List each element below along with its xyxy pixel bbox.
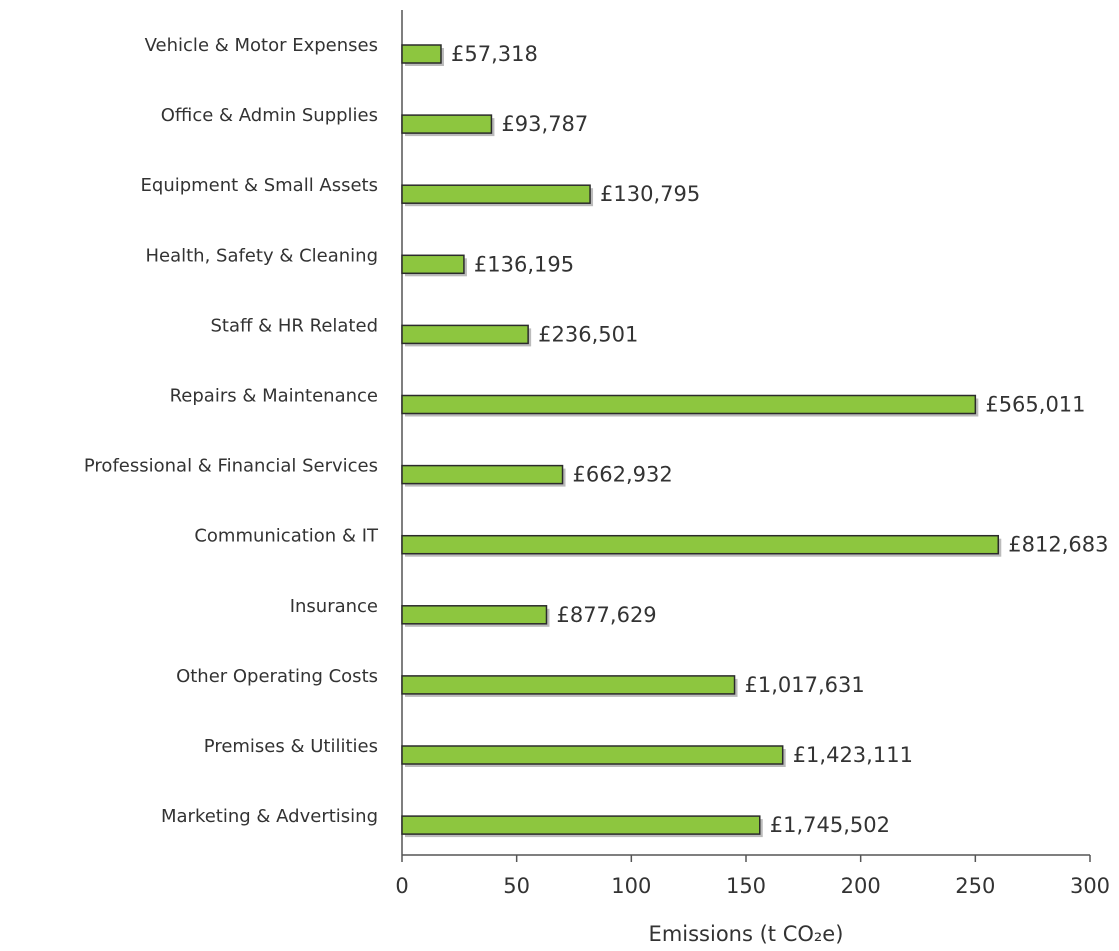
bar [401, 114, 493, 134]
data-label: £565,011 [985, 393, 1085, 417]
data-label: £877,629 [556, 603, 656, 627]
y-tick-label: Repairs & Maintenance [170, 386, 378, 407]
x-tick-label: 200 [841, 874, 881, 898]
data-label: £93,787 [501, 112, 588, 136]
data-label: £1,423,111 [793, 743, 913, 767]
data-label: £57,318 [451, 42, 538, 66]
y-tick-label: Office & Admin Supplies [161, 105, 378, 126]
bar [401, 184, 591, 204]
y-tick-label: Marketing & Advertising [161, 806, 378, 827]
x-tick-label: 100 [611, 874, 651, 898]
bar [401, 464, 564, 485]
y-tick-label: Vehicle & Motor Expenses [145, 35, 378, 56]
x-tick-label: 0 [395, 874, 408, 898]
data-label: £130,795 [600, 182, 700, 206]
x-tick-label: 150 [726, 874, 766, 898]
y-tick-label: Communication & IT [194, 526, 379, 547]
data-label: £662,932 [573, 463, 673, 487]
data-label: £1,017,631 [745, 673, 865, 697]
y-tick-label: Insurance [290, 596, 378, 617]
bar [401, 394, 977, 415]
data-label: £812,683 [1008, 533, 1108, 557]
y-tick-label: Equipment & Small Assets [141, 175, 378, 196]
data-label: £1,745,502 [770, 813, 890, 837]
data-label: £136,195 [474, 252, 574, 276]
x-tick-label: 250 [955, 874, 995, 898]
bar [401, 675, 736, 695]
bar [401, 44, 442, 64]
x-tick-label: 300 [1070, 874, 1110, 898]
x-tick-label: 50 [503, 874, 530, 898]
bar [401, 815, 761, 835]
y-tick-label: Professional & Financial Services [84, 456, 378, 477]
y-tick-label: Other Operating Costs [176, 666, 378, 687]
y-tick-label: Staff & HR Related [210, 315, 378, 336]
bar [401, 534, 1000, 555]
y-tick-label: Premises & Utilities [204, 736, 378, 757]
bar [401, 605, 548, 625]
data-label: £236,501 [538, 322, 638, 346]
bar [401, 745, 784, 765]
bar [401, 254, 465, 275]
x-axis-title: Emissions (t CO₂e) [649, 922, 844, 946]
bar [401, 324, 529, 345]
y-tick-label: Health, Safety & Cleaning [145, 245, 378, 266]
